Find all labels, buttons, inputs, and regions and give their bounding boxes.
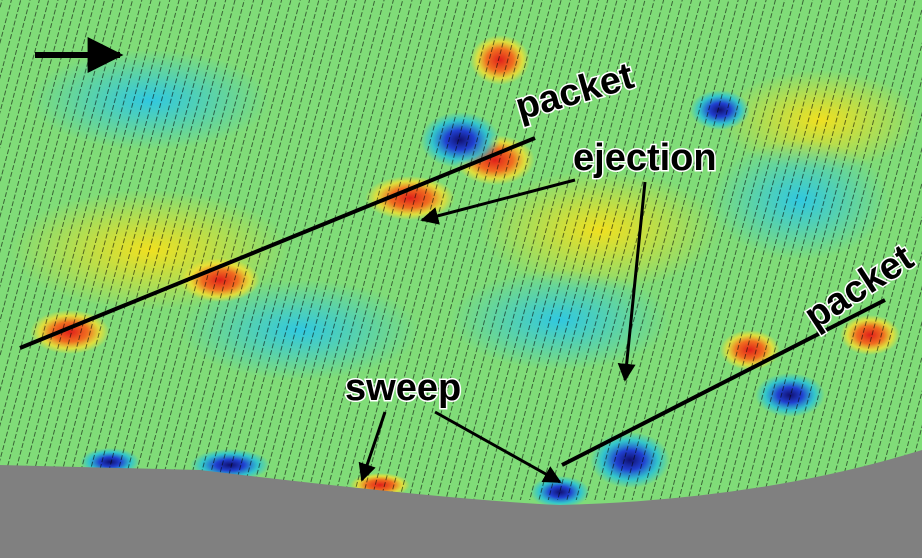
velocity-vectors bbox=[0, 0, 922, 500]
wall bbox=[0, 450, 922, 558]
ejection-arrow bbox=[617, 181, 647, 382]
sweep-arrow bbox=[434, 410, 562, 484]
ejection-arrow bbox=[420, 178, 576, 225]
packet-line bbox=[19, 136, 536, 350]
packet-line bbox=[561, 298, 886, 467]
annotation-label: sweep bbox=[345, 367, 461, 409]
annotation-label: ejection bbox=[573, 137, 717, 179]
sweep-arrow bbox=[358, 411, 387, 482]
annotation-lines bbox=[19, 37, 886, 484]
